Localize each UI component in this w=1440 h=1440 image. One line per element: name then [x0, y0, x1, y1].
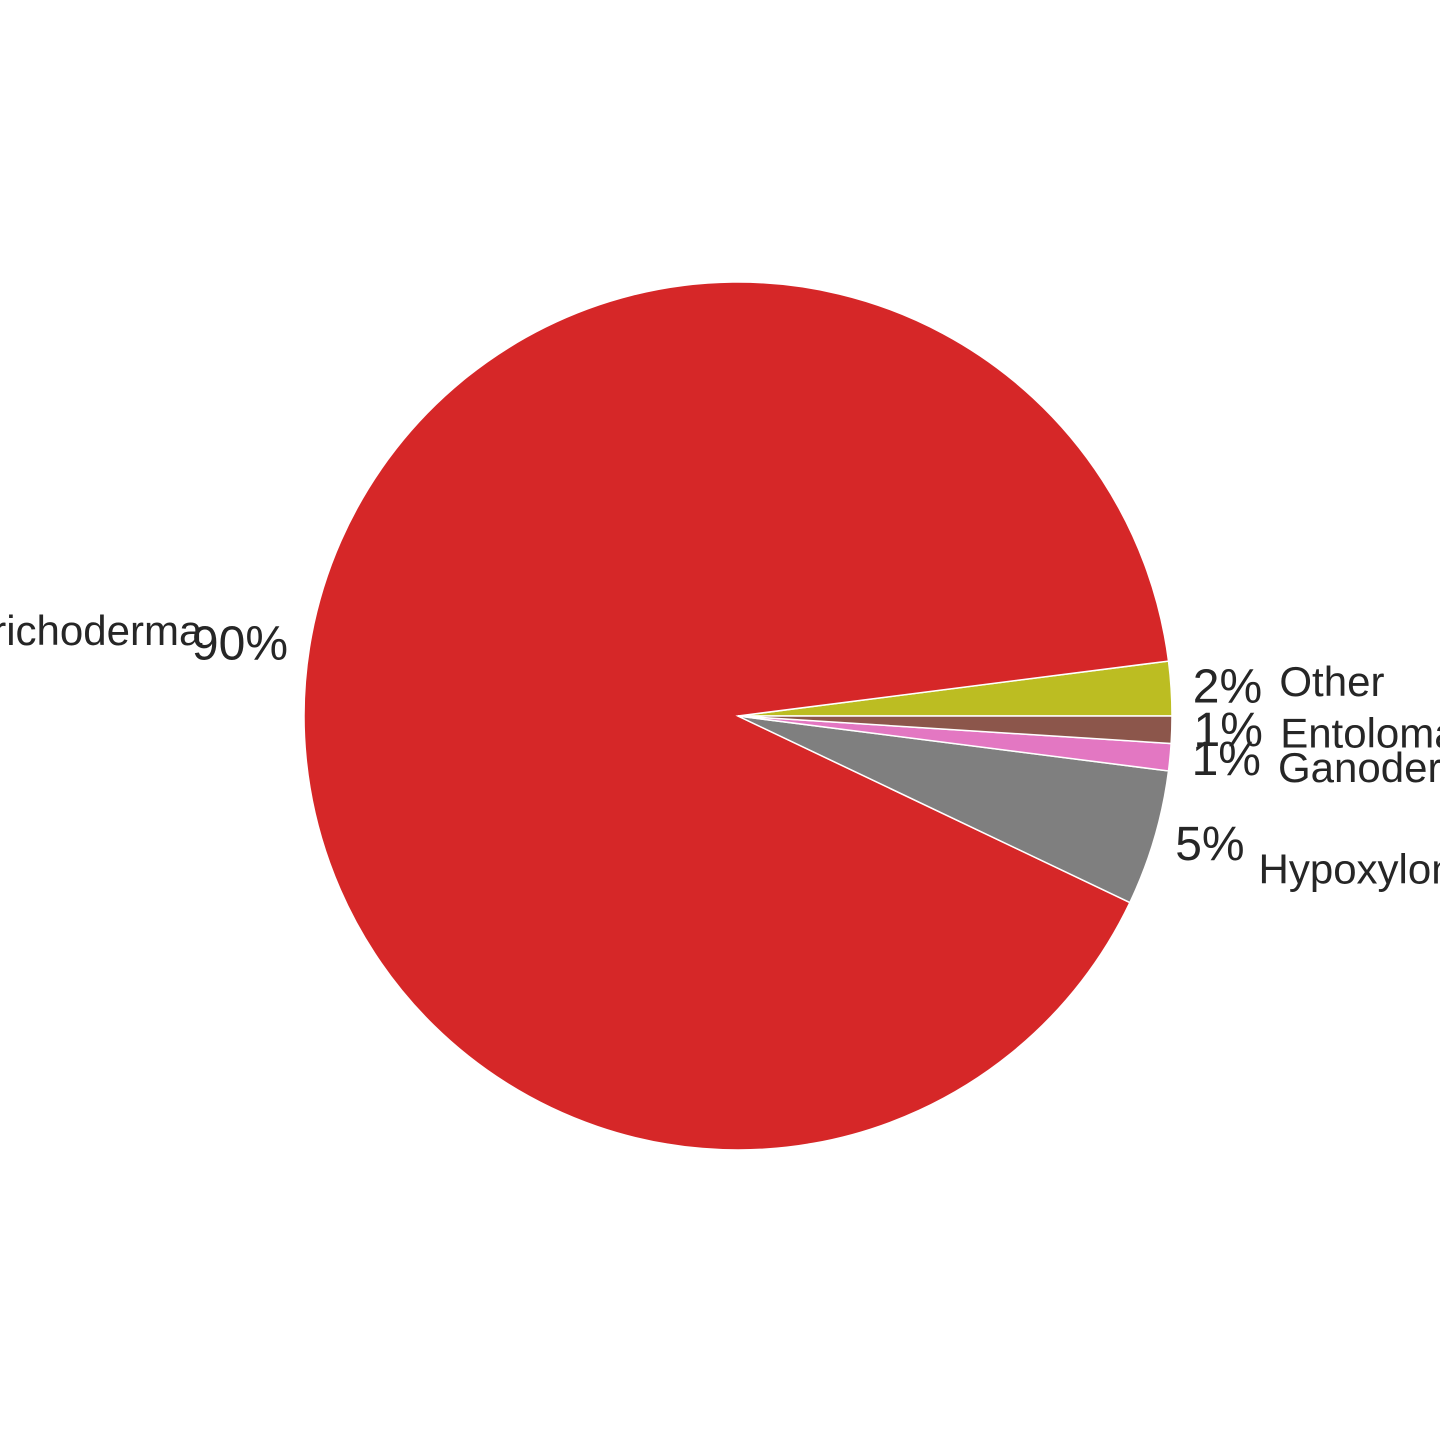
category-label-entoloma: Entoloma: [1280, 710, 1440, 757]
pie-slices: [303, 281, 1173, 1151]
category-label-trichoderma: Trichoderma: [0, 607, 203, 654]
category-label-ganoderma: Ganoderma: [1278, 744, 1440, 791]
pie-labels: 2% Other 90%Trichoderma 5% Hypoxylon 1% Ganode…: [0, 607, 1440, 893]
pie-slice-trichoderma: [303, 281, 1170, 1151]
pct-label-entoloma: 1%: [1194, 704, 1263, 757]
pie-slice-entoloma: [737, 715, 1173, 745]
pct-label-other: 2%: [1193, 661, 1262, 714]
pct-label-hypoxylon: 5%: [1175, 818, 1244, 871]
pct-label-ganoderma: 1%: [1192, 733, 1261, 786]
category-label-other: Other: [1279, 658, 1384, 705]
pct-label-trichoderma: 90%: [192, 618, 288, 671]
category-label-hypoxylon: Hypoxylon: [1259, 845, 1440, 892]
